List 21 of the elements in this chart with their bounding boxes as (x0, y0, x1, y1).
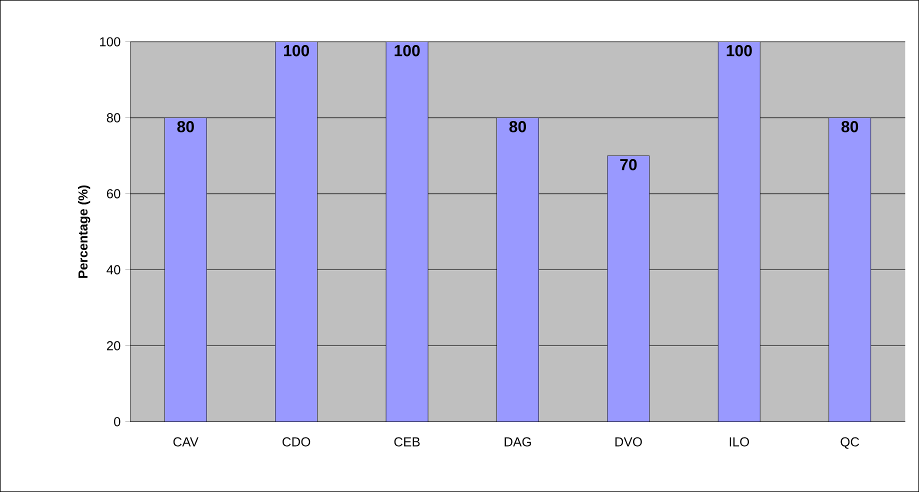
y-tick-label: 40 (106, 265, 120, 274)
x-tick-label: CDO (282, 437, 310, 446)
y-axis-title: Percentage (%) (78, 185, 90, 278)
y-tick-label: 80 (106, 113, 120, 122)
x-tick-label: CAV (173, 437, 198, 446)
data-label: 100 (394, 44, 420, 56)
x-tick-label: DVO (615, 437, 642, 446)
y-tick-label: 60 (106, 189, 120, 198)
y-tick-label: 100 (100, 37, 120, 46)
data-label: 80 (509, 120, 526, 132)
data-label: 80 (841, 120, 858, 132)
x-tick-label: CEB (394, 437, 420, 446)
x-tick-label: DAG (504, 437, 531, 446)
x-tick-label: ILO (730, 437, 749, 446)
y-tick-label: 0 (114, 417, 120, 426)
y-tick-label: 20 (106, 341, 120, 350)
data-label: 100 (284, 44, 310, 56)
data-label: 100 (726, 44, 752, 56)
x-tick-label: QC (840, 437, 860, 449)
data-label: 80 (177, 120, 194, 132)
data-label: 70 (620, 158, 637, 170)
